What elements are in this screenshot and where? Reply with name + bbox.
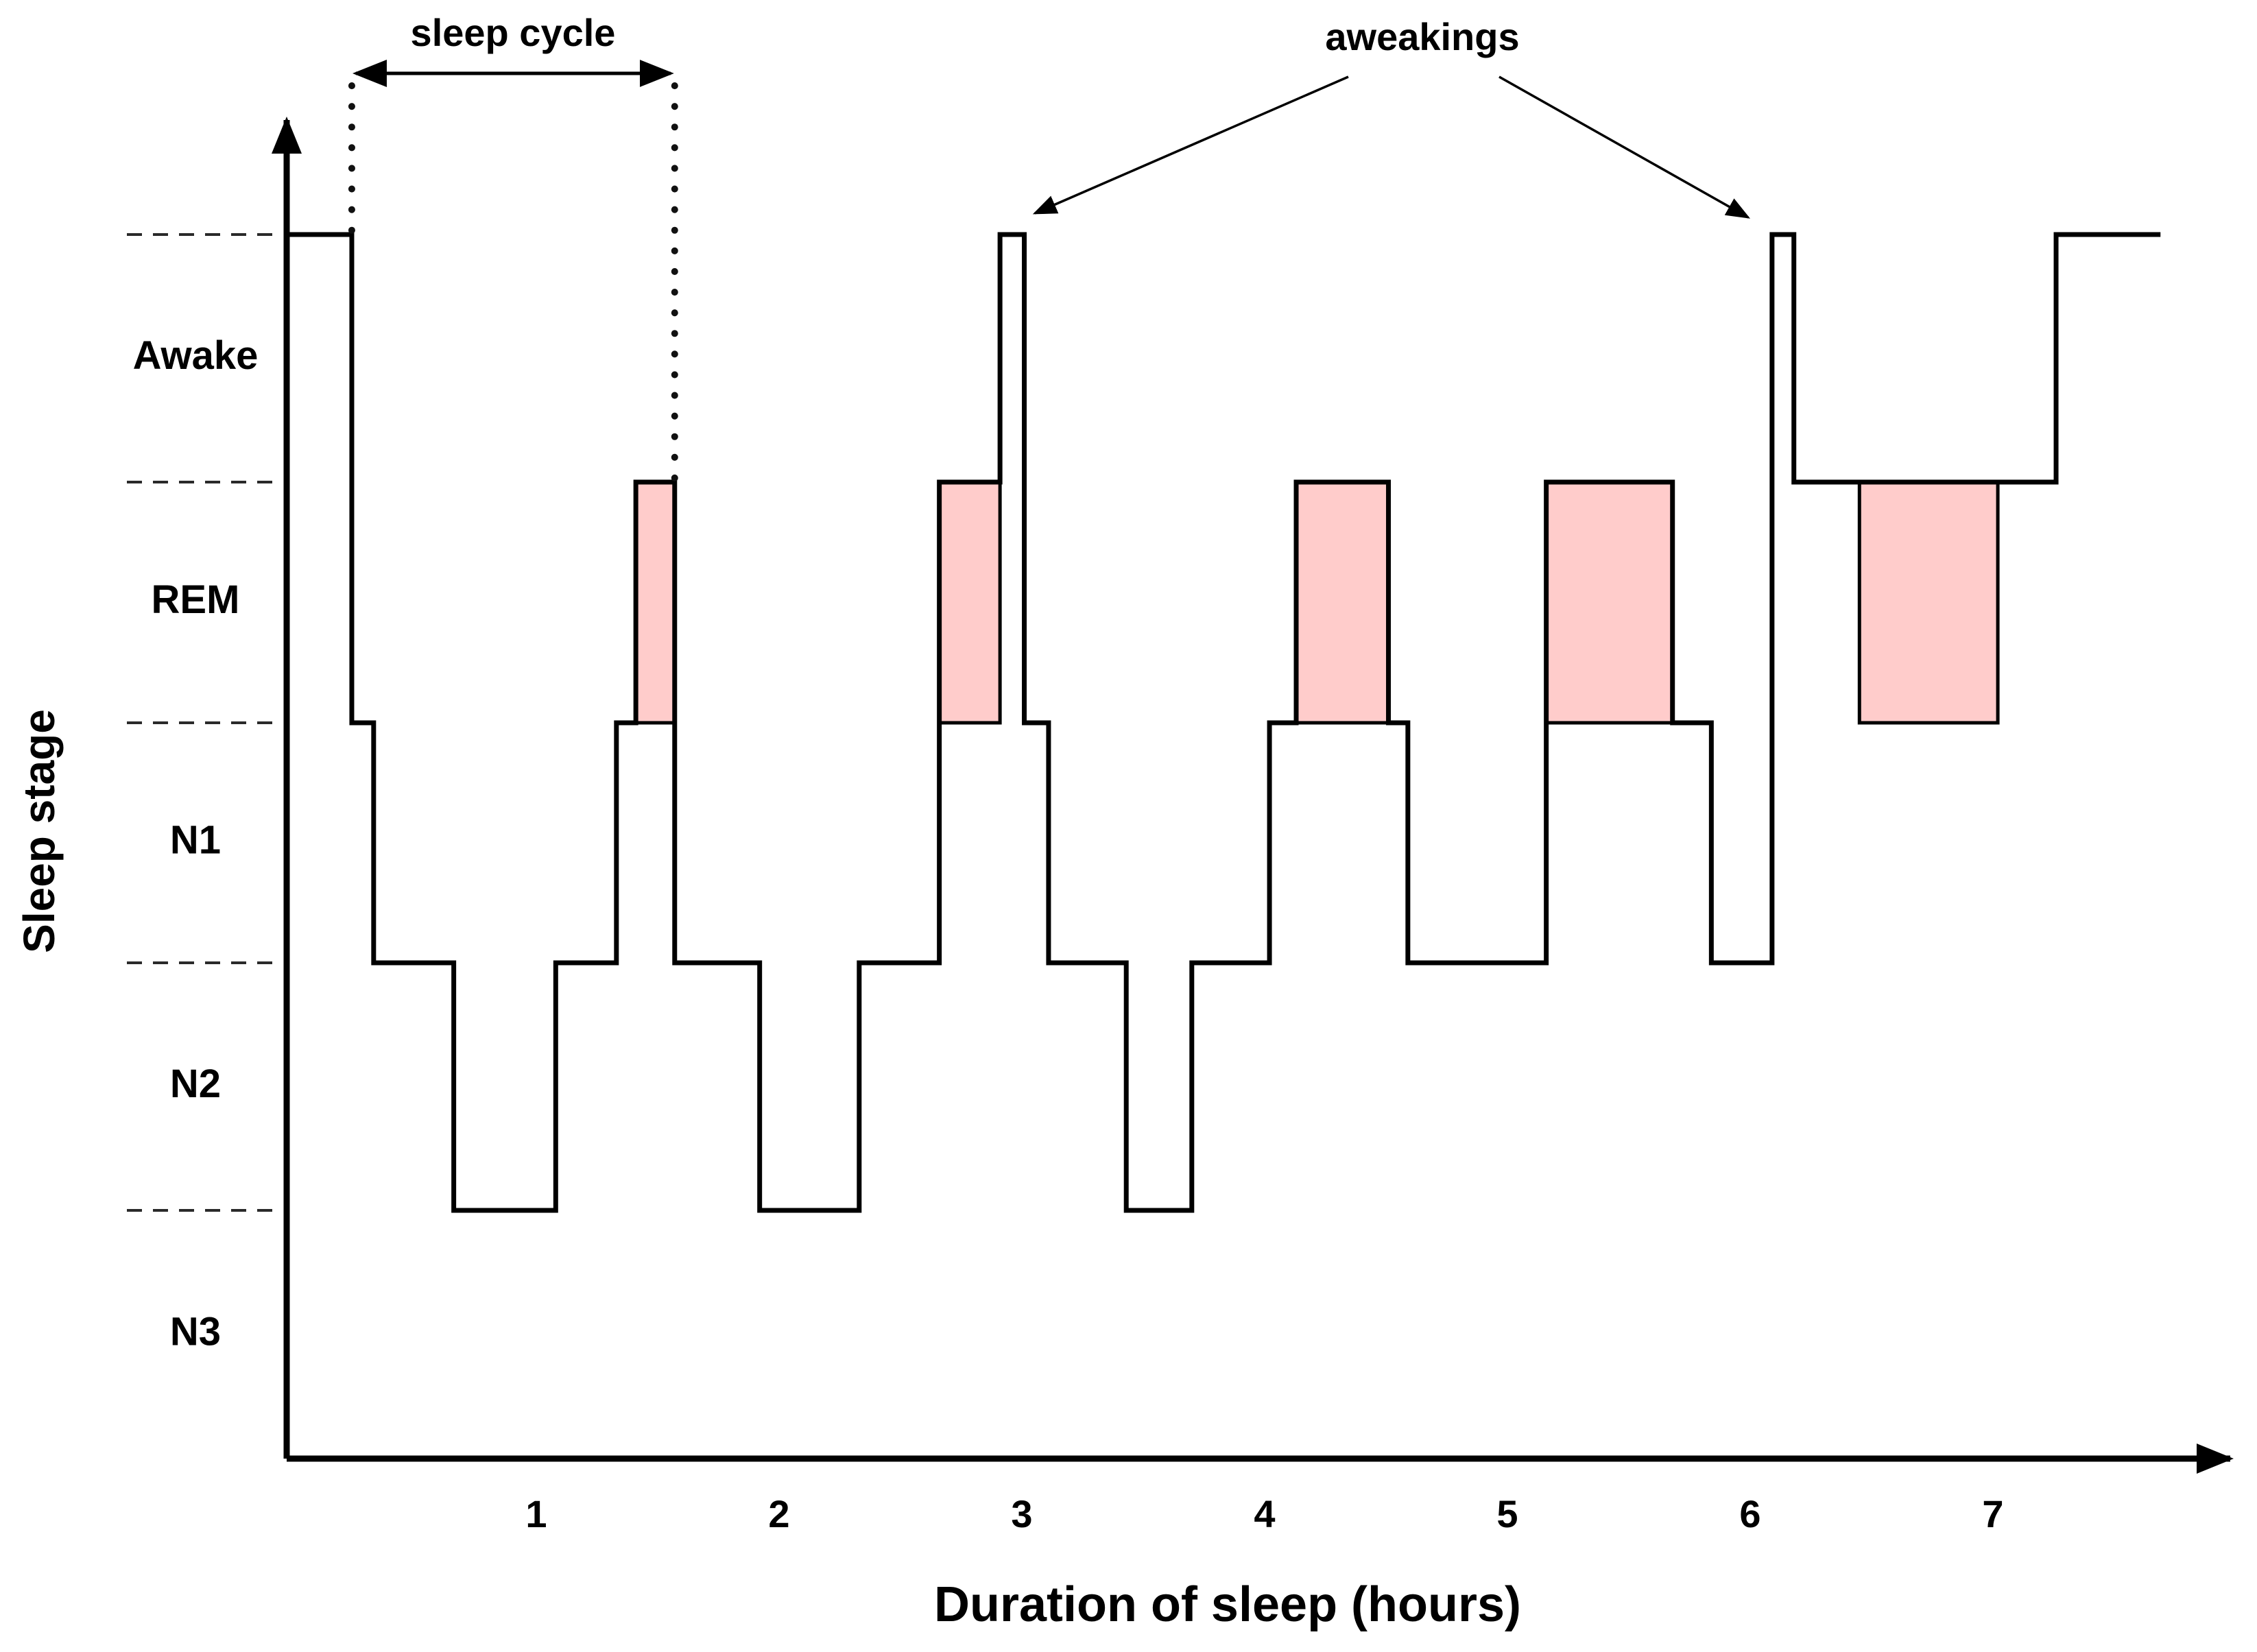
- rem-episode-fill-4: [1544, 480, 1675, 725]
- axes-layer: [272, 117, 2234, 1474]
- rem-episode-fill-5: [1857, 480, 2000, 725]
- awakening-arrow-1: [1032, 75, 1349, 215]
- stage-label-awake: Awake: [133, 333, 259, 378]
- x-tick-label-2: 2: [768, 1492, 789, 1535]
- x-tick-label-1: 1: [525, 1492, 547, 1535]
- awakenings-label: aweakings: [1325, 15, 1519, 58]
- x-tick-label-3: 3: [1011, 1492, 1032, 1535]
- x-axis-title: Duration of sleep (hours): [934, 1577, 1521, 1632]
- awakening-arrow-2: [1498, 75, 1751, 219]
- stage-label-n3: N3: [170, 1309, 221, 1354]
- y-axis-title: Sleep stage: [14, 709, 64, 953]
- sleep-cycle-label: sleep cycle: [411, 11, 616, 54]
- stage-label-rem: REM: [152, 577, 240, 622]
- rem-episode-fill-1: [634, 480, 677, 725]
- rem-episode-fill-3: [1294, 480, 1391, 725]
- rem-fill-layer: [634, 480, 2000, 725]
- x-tick-label-5: 5: [1496, 1492, 1518, 1535]
- text-layer: Awake REM N1 N2 N3 1 2 3 4 5 6 7 Duration of sleep (…: [14, 11, 2004, 1632]
- step-line-layer: [289, 232, 2161, 1213]
- sleep-stage-step-line: [289, 232, 2161, 1213]
- stage-label-n1: N1: [170, 817, 221, 862]
- annotation-layer: [348, 60, 1751, 483]
- x-tick-label-4: 4: [1254, 1492, 1275, 1535]
- rem-episode-fill-2: [938, 480, 1002, 725]
- x-tick-label-6: 6: [1739, 1492, 1760, 1535]
- stage-label-n2: N2: [170, 1062, 221, 1106]
- x-tick-label-7: 7: [1982, 1492, 2003, 1535]
